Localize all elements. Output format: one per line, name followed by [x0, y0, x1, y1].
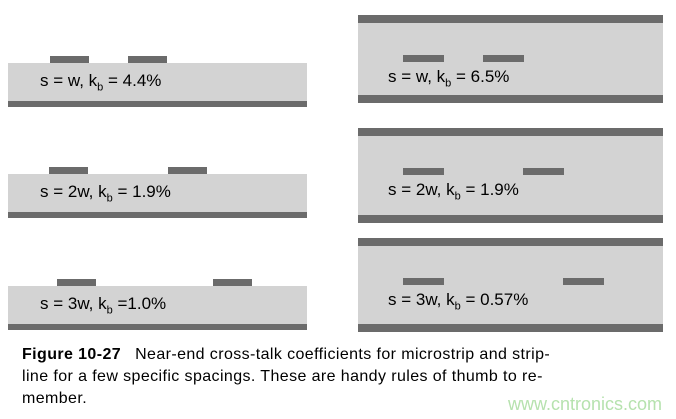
caption-line-3: member.	[22, 390, 88, 407]
label-subscript: b	[454, 190, 461, 203]
dielectric-body: s = w, kb = 6.5%	[358, 23, 663, 95]
ground-plane-bottom	[358, 215, 663, 223]
dielectric-body: s = 3w, kb = 0.57%	[358, 246, 663, 324]
trace-row	[8, 279, 307, 286]
ground-plane-bottom	[358, 95, 663, 103]
figure-caption: Figure 10-27 Near-end cross-talk coeffici…	[22, 344, 550, 410]
ground-plane-top	[358, 238, 663, 246]
coefficient-label: s = 2w, kb = 1.9%	[388, 180, 519, 203]
label-text: =1.0%	[112, 294, 167, 313]
label-text: = 6.5%	[451, 67, 510, 86]
label-text: s = w, k	[388, 67, 446, 86]
coefficient-label: s = 3w, kb =1.0%	[40, 294, 167, 317]
dielectric-substrate: s = 2w, kb = 1.9%	[8, 174, 307, 212]
signal-trace	[49, 167, 88, 174]
label-subscript: b	[106, 304, 113, 317]
label-subscript: b	[97, 81, 104, 94]
label-text: s = 2w, k	[40, 182, 107, 201]
signal-trace	[563, 278, 604, 285]
signal-trace	[168, 167, 207, 174]
microstrip-diagram-s-2w: s = 2w, kb = 1.9%	[8, 167, 307, 218]
coefficient-label: s = w, kb = 6.5%	[388, 67, 510, 90]
signal-trace	[50, 56, 89, 63]
signal-trace	[523, 168, 564, 175]
signal-trace	[483, 55, 524, 62]
signal-trace	[403, 55, 444, 62]
microstrip-diagram-s-w: s = w, kb = 4.4%	[8, 56, 307, 107]
label-text: = 1.9%	[460, 180, 519, 199]
ground-plane-bottom	[358, 324, 663, 332]
stripline-diagram-s-w: s = w, kb = 6.5%	[358, 15, 663, 103]
stripline-diagram-s-2w: s = 2w, kb = 1.9%	[358, 128, 663, 223]
stripline-diagram-s-3w: s = 3w, kb = 0.57%	[358, 238, 663, 332]
watermark-url: www.cntronics.com	[507, 394, 662, 414]
ground-plane	[8, 101, 307, 107]
dielectric-substrate: s = 3w, kb =1.0%	[8, 286, 307, 324]
caption-text: Near-end cross-talk coefficients for mic…	[135, 346, 551, 363]
signal-trace	[403, 278, 444, 285]
signal-trace	[128, 56, 167, 63]
signal-trace	[57, 279, 96, 286]
label-text: = 0.57%	[460, 290, 529, 309]
ground-plane-top	[358, 15, 663, 23]
label-subscript: b	[445, 77, 452, 90]
coefficient-label: s = 3w, kb = 0.57%	[388, 290, 529, 313]
microstrip-diagram-s-3w: s = 3w, kb =1.0%	[8, 279, 307, 330]
ground-plane	[8, 324, 307, 330]
coefficient-label: s = 2w, kb = 1.9%	[40, 182, 171, 205]
ground-plane	[8, 212, 307, 218]
label-text: s = w, k	[40, 71, 98, 90]
label-text: = 4.4%	[103, 71, 162, 90]
label-text: s = 3w, k	[40, 294, 107, 313]
figure-number: Figure 10-27	[22, 346, 122, 363]
ground-plane-top	[358, 128, 663, 136]
dielectric-body: s = 2w, kb = 1.9%	[358, 136, 663, 215]
trace-row	[8, 56, 307, 63]
label-text: s = 3w, k	[388, 290, 455, 309]
caption-line-1: Figure 10-27 Near-end cross-talk coeffici…	[22, 344, 550, 366]
label-text: = 1.9%	[112, 182, 171, 201]
signal-trace	[213, 279, 252, 286]
dielectric-substrate: s = w, kb = 4.4%	[8, 63, 307, 101]
label-subscript: b	[106, 192, 113, 205]
caption-line-2: line for a few specific spacings. These …	[22, 368, 543, 385]
signal-trace	[403, 168, 444, 175]
trace-row	[8, 167, 307, 174]
coefficient-label: s = w, kb = 4.4%	[40, 71, 162, 94]
label-subscript: b	[454, 300, 461, 313]
label-text: s = 2w, k	[388, 180, 455, 199]
